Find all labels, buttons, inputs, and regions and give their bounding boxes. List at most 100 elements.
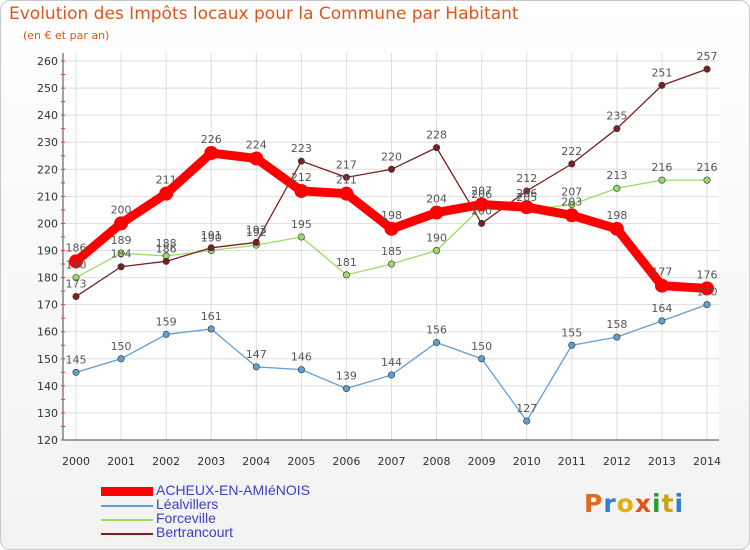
data-label: 186 [66,241,87,254]
legend-label-forceville: Forceville [156,510,216,526]
data-label: 147 [246,348,267,361]
y-tick-label: 130 [37,407,58,420]
chart-subtitle: (en € et par an) [23,29,110,42]
y-tick-label: 250 [37,82,58,95]
data-point [294,183,309,198]
data-point [72,293,80,301]
x-tick-label: 2000 [62,455,90,468]
data-point [252,238,260,246]
y-tick-label: 220 [37,163,58,176]
data-label: 220 [381,150,402,163]
data-label: 161 [201,310,222,323]
data-point [568,160,576,168]
data-label: 170 [697,286,718,299]
chart-title: Evolution des Impôts locaux pour la Comm… [9,4,519,24]
axes: 120 130 140 150 160 170 180 190 200 210 220 230 240 2… [37,53,721,468]
data-label: 257 [697,50,718,63]
data-point [342,385,350,393]
x-tick-label: 2014 [693,455,721,468]
series-lines [69,65,714,425]
data-point [117,355,125,363]
data-label: 204 [426,193,447,206]
logo-letter: r [603,489,617,518]
data-label: 251 [651,66,672,79]
data-label: 191 [201,229,222,242]
data-label: 193 [246,223,267,236]
data-point [387,371,395,379]
legend-label-acheux: ACHEUX-EN-AMIéNOIS [156,482,311,498]
data-label: 212 [516,172,537,185]
data-label: 200 [471,204,492,217]
y-tick-label: 170 [37,299,58,312]
legend-label-bertrancourt: Bertrancourt [156,524,234,540]
data-label: 200 [111,203,132,216]
data-point [654,278,669,293]
legend-swatch-bertrancourt [101,533,153,535]
data-label: 184 [111,248,132,261]
data-label: 195 [291,218,312,231]
data-label: 235 [606,110,627,123]
data-label: 173 [66,278,87,291]
data-label: 222 [561,145,582,158]
data-point [658,81,666,89]
data-point [703,176,711,184]
data-labels: 145 150 159 161 147 146 139 144 156 150 127 155 158 1… [66,50,718,415]
x-tick-label: 2011 [558,455,586,468]
data-label: 158 [606,318,627,331]
data-point [568,341,576,349]
data-label: 198 [381,209,402,222]
data-point [658,176,666,184]
data-point [69,254,83,269]
data-label: 139 [336,370,357,383]
data-label: 176 [697,268,718,281]
logo-letter: i [674,489,685,518]
data-point [523,187,531,195]
data-point [387,260,395,268]
y-tick-label: 190 [37,245,58,258]
data-label: 211 [156,174,177,187]
data-label: 150 [111,340,132,353]
data-label: 144 [381,356,402,369]
data-label: 226 [201,133,222,146]
data-point [252,363,260,371]
data-point [700,281,714,296]
data-label: 186 [156,242,177,255]
data-point [342,173,350,181]
data-label: 213 [606,169,627,182]
logo-letter: t [661,489,675,518]
data-point [249,151,264,166]
data-point [564,208,579,223]
data-label: 216 [651,161,672,174]
data-label: 203 [561,195,582,208]
data-point [433,247,441,255]
data-point [72,274,80,282]
data-label: 207 [561,185,582,198]
data-point [478,355,486,363]
y-tick-label: 230 [37,136,58,149]
data-label: 207 [471,184,492,197]
data-point [429,205,444,220]
data-point [433,339,441,347]
y-tick-label: 160 [37,326,58,339]
data-point [433,144,441,152]
data-label: 190 [201,232,222,245]
data-point [703,301,711,309]
data-point [523,417,531,425]
data-label: 145 [66,353,87,366]
x-tick-label: 2007 [378,455,406,468]
x-tick-label: 2010 [513,455,541,468]
data-point [207,325,215,333]
data-point [478,219,486,227]
data-label: 190 [426,232,447,245]
y-tick-label: 180 [37,272,58,285]
data-label: 185 [381,245,402,258]
data-point [519,200,534,215]
data-point [613,125,621,133]
legend-swatch-lealvillers [101,505,153,507]
data-label: 217 [336,158,357,171]
data-label: 189 [111,234,132,247]
logo-letter: x [634,489,652,518]
data-point [474,197,489,212]
data-point [204,146,219,161]
data-label: 177 [651,266,672,279]
